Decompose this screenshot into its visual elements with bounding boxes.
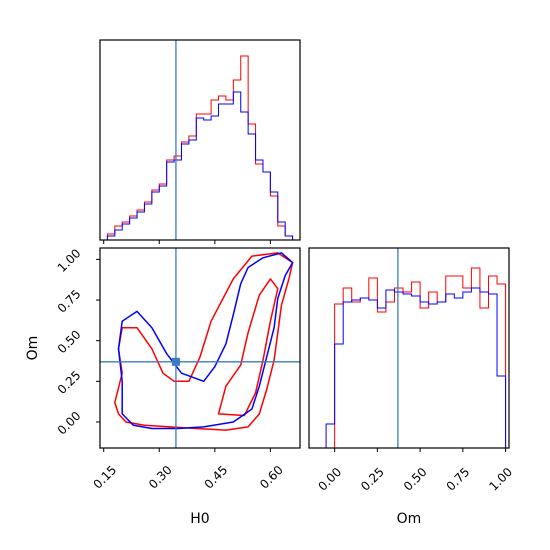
- joint-plot-area: [100, 248, 300, 448]
- joint-xtick-label-2: 0.45: [202, 463, 231, 492]
- om-xtick-label-2: 0.50: [401, 465, 430, 494]
- joint-contour-1: [217, 278, 279, 417]
- om-hist-series-0: [326, 267, 507, 449]
- joint-frame: [99, 247, 301, 449]
- joint-ylabel: Om: [25, 336, 41, 361]
- h0-hist-series-0: [100, 55, 300, 241]
- joint-ytick-label-4: 1.00: [55, 246, 84, 275]
- joint-truth-marker: [171, 357, 180, 366]
- joint-ytick-label-2: 0.50: [55, 327, 84, 356]
- om-xtick-label-1: 0.25: [358, 465, 387, 494]
- joint-xlabel: H0: [190, 511, 209, 527]
- om-xtick-label-0: 0.00: [315, 465, 344, 494]
- joint-ytick-label-1: 0.25: [55, 368, 84, 397]
- om-xtick-label-4: 1.00: [486, 465, 515, 494]
- h0-hist-series-1: [100, 91, 300, 241]
- om-xlabel: Om: [397, 511, 422, 527]
- om-hist-series-1: [325, 287, 507, 448]
- joint-xtick-label-0: 0.15: [90, 463, 119, 492]
- om-xtick-label-3: 0.75: [444, 465, 473, 494]
- h0-hist-frame: [99, 39, 301, 241]
- joint-xtick-label-3: 0.60: [257, 463, 286, 492]
- joint-xtick-label-1: 0.30: [146, 463, 175, 492]
- joint-ytick-label-3: 0.75: [55, 287, 84, 316]
- joint-contour-2: [117, 252, 294, 430]
- joint-ytick-label-0: 0.00: [55, 409, 84, 438]
- om-hist-frame: [308, 247, 510, 449]
